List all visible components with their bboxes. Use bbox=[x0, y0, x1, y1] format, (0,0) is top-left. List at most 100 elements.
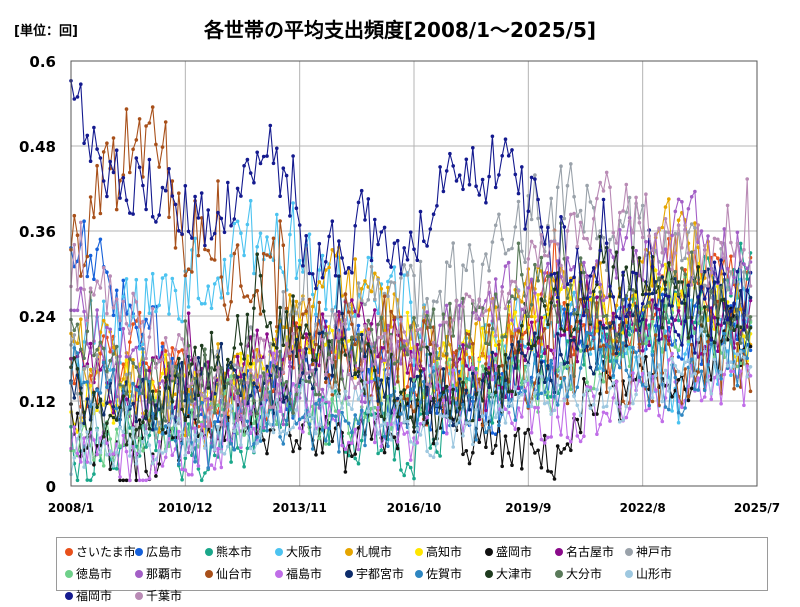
data-point bbox=[428, 227, 433, 231]
y-tick-label: 0.48 bbox=[19, 138, 56, 156]
data-point bbox=[75, 367, 80, 371]
data-point bbox=[369, 396, 374, 401]
data-point bbox=[346, 310, 351, 314]
data-point bbox=[585, 309, 589, 314]
data-point bbox=[493, 185, 498, 190]
data-point bbox=[180, 399, 184, 403]
data-point bbox=[268, 373, 273, 378]
data-point bbox=[631, 345, 635, 350]
data-point bbox=[663, 205, 668, 209]
data-point bbox=[670, 316, 674, 320]
data-point bbox=[582, 236, 586, 241]
data-point bbox=[657, 276, 661, 280]
data-point bbox=[150, 105, 155, 109]
data-point bbox=[252, 381, 256, 385]
data-point bbox=[725, 287, 730, 292]
data-point bbox=[111, 464, 116, 468]
data-point bbox=[297, 345, 302, 350]
data-point bbox=[497, 308, 501, 312]
data-point bbox=[98, 450, 103, 455]
data-point bbox=[647, 300, 651, 305]
data-point bbox=[510, 361, 514, 366]
data-point bbox=[601, 260, 606, 264]
data-point bbox=[549, 239, 553, 244]
data-point bbox=[608, 376, 612, 380]
data-point bbox=[301, 270, 305, 274]
data-point bbox=[85, 329, 90, 334]
data-point bbox=[268, 422, 273, 427]
data-point bbox=[222, 230, 227, 235]
data-point bbox=[82, 309, 86, 314]
data-point bbox=[608, 344, 612, 349]
data-point bbox=[742, 355, 746, 360]
data-point bbox=[559, 287, 563, 292]
data-point bbox=[500, 285, 505, 289]
data-point bbox=[193, 402, 197, 406]
data-point bbox=[395, 359, 400, 364]
data-point bbox=[98, 156, 103, 160]
data-point bbox=[163, 273, 168, 277]
data-point bbox=[428, 384, 433, 388]
data-point bbox=[82, 356, 86, 361]
data-point bbox=[144, 430, 148, 434]
legend-label: 福岡市 bbox=[76, 589, 113, 603]
data-point bbox=[353, 413, 358, 417]
data-point bbox=[376, 386, 380, 391]
data-point bbox=[350, 335, 354, 340]
legend-label: 山形市 bbox=[636, 567, 673, 581]
data-point bbox=[696, 337, 700, 342]
data-point bbox=[265, 324, 269, 329]
data-point bbox=[454, 383, 459, 387]
data-point bbox=[199, 392, 204, 397]
data-point bbox=[484, 309, 488, 313]
legend-marker-icon bbox=[275, 569, 283, 578]
data-point bbox=[193, 433, 197, 438]
data-point bbox=[474, 184, 478, 188]
data-point bbox=[193, 460, 197, 464]
data-point bbox=[667, 407, 671, 412]
data-point bbox=[157, 462, 161, 466]
data-point bbox=[186, 472, 191, 477]
data-point bbox=[324, 268, 328, 272]
data-point bbox=[526, 209, 531, 214]
data-point bbox=[418, 347, 423, 352]
data-point bbox=[88, 404, 93, 409]
data-point bbox=[271, 364, 276, 368]
data-point bbox=[307, 422, 312, 426]
legend-marker-icon bbox=[205, 569, 213, 578]
data-point bbox=[180, 477, 184, 482]
data-point bbox=[173, 288, 178, 293]
data-point bbox=[108, 449, 112, 453]
data-point bbox=[520, 299, 524, 304]
data-point bbox=[435, 300, 439, 304]
data-point bbox=[131, 212, 135, 216]
data-point bbox=[252, 442, 256, 446]
legend-item: 広島市 bbox=[135, 541, 205, 563]
data-point bbox=[546, 469, 550, 473]
data-point bbox=[261, 428, 266, 433]
data-point bbox=[245, 222, 250, 227]
data-point bbox=[232, 251, 237, 256]
data-point bbox=[209, 257, 214, 261]
data-point bbox=[562, 285, 567, 290]
data-point bbox=[382, 434, 387, 439]
legend-item: 那覇市 bbox=[135, 563, 205, 585]
data-point bbox=[578, 319, 583, 323]
data-point bbox=[356, 461, 361, 466]
data-point bbox=[183, 456, 188, 461]
data-point bbox=[497, 339, 501, 344]
data-point bbox=[454, 401, 459, 405]
data-point bbox=[111, 345, 116, 350]
data-point bbox=[732, 254, 736, 258]
legend-marker-icon bbox=[555, 569, 563, 578]
data-point bbox=[503, 421, 508, 425]
data-point bbox=[137, 418, 142, 422]
data-point bbox=[340, 377, 344, 381]
data-point bbox=[588, 320, 593, 324]
data-point bbox=[369, 289, 374, 294]
data-point bbox=[510, 334, 514, 339]
data-point bbox=[457, 377, 462, 381]
data-point bbox=[144, 278, 148, 282]
data-point bbox=[255, 359, 259, 363]
data-point bbox=[444, 384, 449, 389]
